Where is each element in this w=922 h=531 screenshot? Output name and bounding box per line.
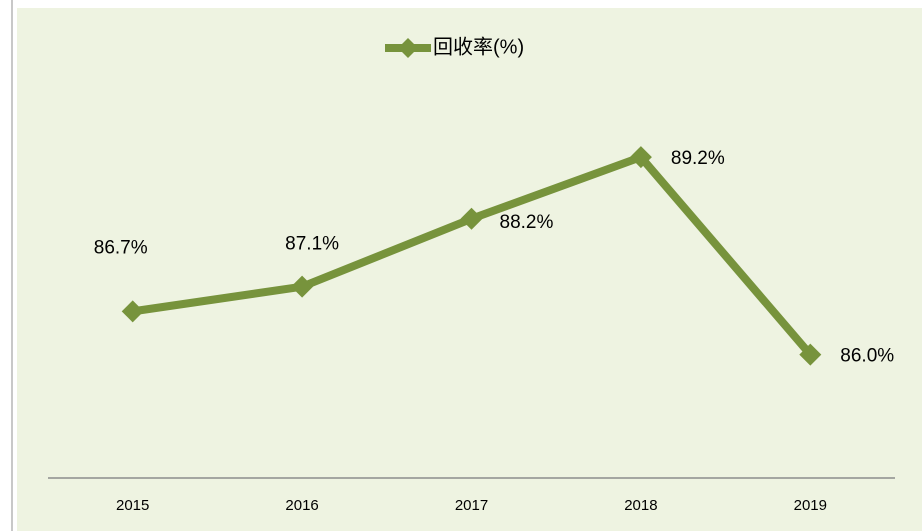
x-tick-label: 2016 [285,497,318,514]
data-point [121,300,144,323]
data-label: 86.0% [840,346,894,367]
data-point [291,275,314,298]
data-point [799,343,822,366]
plot-background [17,8,922,531]
x-tick-label: 2018 [624,497,657,514]
x-tick-label: 2015 [116,497,149,514]
data-point [460,207,483,230]
x-tick-label: 2019 [794,497,827,514]
data-label: 86.7% [94,237,148,258]
data-label: 88.2% [500,212,554,233]
data-label: 87.1% [285,234,339,255]
legend-label: 回收率(%) [433,35,524,58]
x-tick-label: 2017 [455,497,488,514]
legend-marker [398,38,418,58]
data-point [629,146,652,169]
data-label: 89.2% [671,148,725,169]
